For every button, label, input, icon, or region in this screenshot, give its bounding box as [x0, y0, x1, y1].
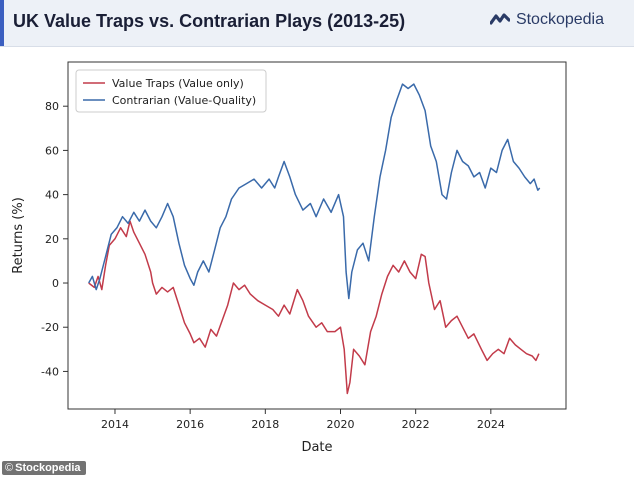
- x-tick-label: 2022: [402, 418, 430, 431]
- line-chart: 2014 2016 2018 2020 2022 2024 -40 -20 0 20 40 60 80 D…: [11, 61, 567, 455]
- stockopedia-logo-icon: [489, 13, 510, 25]
- footer: [0, 460, 634, 478]
- y-axis-label: Returns (%): [11, 197, 26, 274]
- x-tick-label: 2020: [326, 418, 354, 431]
- x-tick-label: 2014: [101, 418, 129, 431]
- y-tick-label: 20: [45, 233, 59, 246]
- series-line-contrarian: [88, 83, 541, 300]
- legend-box: [75, 69, 267, 113]
- series-line-value-traps: [88, 220, 540, 395]
- legend-label: Value Traps (Value only): [112, 77, 244, 90]
- plot-frame: [67, 61, 567, 410]
- x-tick-label: 2016: [176, 418, 204, 431]
- x-tick-label: 2024: [477, 418, 505, 431]
- chart-title: UK Value Traps vs. Contrarian Plays (201…: [13, 11, 406, 31]
- brand-name: Stockopedia: [515, 11, 604, 28]
- header-accent-bar: [0, 0, 4, 46]
- x-axis-label: Date: [301, 440, 332, 455]
- y-tick-label: 40: [45, 189, 59, 202]
- y-tick-label: 60: [45, 144, 59, 157]
- copyright-symbol: ©: [5, 462, 14, 474]
- image-credit: © Stockopedia: [2, 461, 86, 475]
- credit-label: Stockopedia: [15, 462, 81, 474]
- page-header: UK Value Traps vs. Contrarian Plays (201…: [0, 0, 634, 47]
- y-tick-label: -20: [41, 321, 59, 334]
- y-tick-label: -40: [41, 365, 59, 378]
- legend-label: Contrarian (Value-Quality): [112, 94, 256, 107]
- x-tick-label: 2018: [251, 418, 279, 431]
- y-tick-label: 80: [45, 100, 59, 113]
- chart-area: 2014 2016 2018 2020 2022 2024 -40 -20 0 20 40 60 80 D…: [0, 46, 634, 460]
- y-tick-label: 0: [52, 277, 59, 290]
- brand-logo: Stockopedia: [489, 11, 604, 29]
